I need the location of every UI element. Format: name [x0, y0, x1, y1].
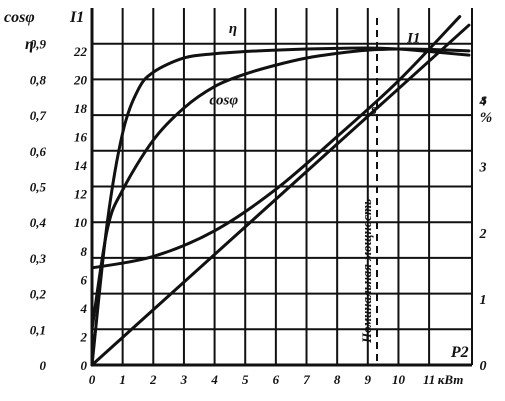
tick-labels: 0 1 2 3 4 5 6 7 8 9 10 1100,10,20,30,40,50,60,70,80…	[30, 37, 487, 387]
left-inner-tick-label: 8	[81, 244, 88, 259]
right-axis-title-slip: s	[480, 91, 487, 108]
left-outer-tick-label: 0,2	[30, 287, 47, 302]
left-outer-tick-label: 0,3	[30, 251, 47, 266]
left-outer-tick-label: 0,8	[30, 72, 47, 87]
x-tick-label: 8	[334, 372, 341, 387]
curve-label-η: η	[229, 21, 237, 37]
grid	[91, 8, 472, 366]
axis-and-curve-labels: cosφ η I1 s% кВт P2 I1 η cosφ s	[4, 9, 492, 387]
left-inner-tick-label: 2	[80, 329, 88, 344]
left-outer-tick-label: 0,1	[30, 322, 46, 337]
left-inner-tick-label: 0	[81, 358, 88, 373]
left-outer-tick-label: 0,5	[30, 180, 47, 195]
left-outer-tick-label: 0,9	[30, 37, 47, 52]
nominal-power-annotation: Номинальная мощность	[359, 199, 374, 344]
series-curve-s	[90, 23, 471, 367]
x-tick-label: 7	[303, 372, 310, 387]
series-curve-η	[90, 46, 471, 367]
y-axis-title-eta: η	[25, 36, 34, 53]
left-inner-tick-label: 6	[81, 272, 88, 287]
left-outer-tick-label: 0,4	[30, 215, 47, 230]
x-tick-label: 11	[423, 372, 435, 387]
left-inner-tick-label: 22	[73, 44, 88, 59]
right-tick-label: 0	[480, 359, 487, 374]
x-tick-label: 0	[89, 372, 96, 387]
right-tick-label: 1	[480, 293, 487, 308]
y-axis-title-cosphi: cosφ	[4, 9, 35, 26]
y-axis-title-current: I1	[69, 9, 84, 26]
x-tick-label: 1	[119, 372, 126, 387]
x-tick-label: 9	[365, 372, 372, 387]
series-curve-I1	[90, 15, 462, 270]
right-tick-label: 4	[479, 95, 487, 110]
x-axis-name-p2: P2	[450, 344, 469, 361]
curve-label-cosφ: cosφ	[209, 92, 238, 108]
curve-label-s: s	[370, 102, 377, 118]
left-outer-tick-label: 0	[40, 358, 47, 373]
left-inner-tick-label: 10	[74, 215, 88, 230]
curve-label-I1: I1	[406, 30, 420, 46]
x-tick-label: 2	[149, 372, 157, 387]
left-outer-tick-label: 0,7	[30, 108, 47, 123]
plot-frame	[90, 8, 473, 367]
x-tick-label: 4	[210, 372, 218, 387]
left-inner-tick-label: 4	[80, 301, 88, 316]
right-axis-unit: %	[480, 110, 493, 126]
left-inner-tick-label: 18	[74, 101, 88, 116]
x-axis-unit-label: кВт	[438, 372, 464, 387]
left-inner-tick-label: 12	[74, 187, 88, 202]
left-outer-tick-label: 0,6	[30, 144, 47, 159]
x-tick-label: 10	[392, 372, 406, 387]
right-tick-label: 3	[479, 161, 487, 176]
x-tick-label: 3	[180, 372, 188, 387]
series-curve-cosφ	[90, 47, 471, 331]
nominal-power-marker: Номинальная мощность	[359, 18, 378, 365]
x-tick-label: 6	[273, 372, 280, 387]
left-inner-tick-label: 20	[73, 72, 88, 87]
left-inner-tick-label: 16	[74, 130, 88, 145]
x-tick-label: 5	[242, 372, 249, 387]
right-tick-label: 2	[479, 227, 487, 242]
left-inner-tick-label: 14	[74, 158, 88, 173]
series-curves	[90, 15, 471, 367]
